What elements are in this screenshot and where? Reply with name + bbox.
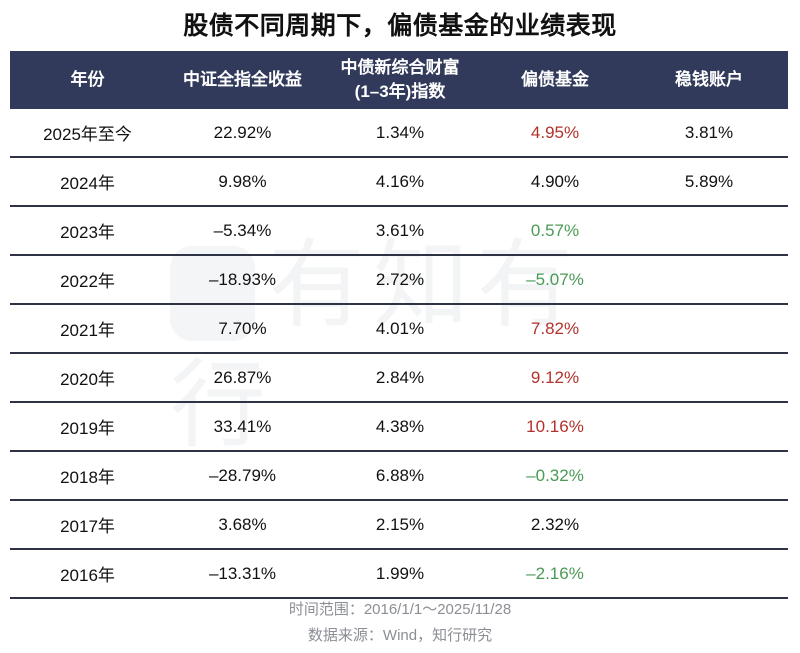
bond-fund-cell: 4.90% bbox=[480, 157, 630, 207]
csi-all-cell: –5.34% bbox=[165, 206, 320, 256]
csi-all-cell: 7.70% bbox=[165, 304, 320, 354]
footer-time-range: 时间范围：2016/1/1～2025/11/28 bbox=[288, 601, 512, 618]
table-row: 2019年 33.41% 4.38% 10.16% bbox=[10, 402, 788, 452]
steady-account-cell bbox=[630, 402, 788, 452]
steady-account-cell: 3.81% bbox=[630, 109, 788, 158]
year-cell: 2024年 bbox=[10, 157, 165, 207]
table-row: 2022年 –18.93% 2.72% –5.07% bbox=[10, 255, 788, 305]
table-row: 2017年 3.68% 2.15% 2.32% bbox=[10, 500, 788, 550]
year-cell: 2025年至今 bbox=[10, 109, 165, 158]
csi-all-cell: –13.31% bbox=[165, 549, 320, 599]
bond-fund-cell: –2.16% bbox=[480, 549, 630, 599]
steady-account-cell bbox=[630, 451, 788, 501]
bond-fund-cell: 10.16% bbox=[480, 402, 630, 452]
steady-account-cell bbox=[630, 206, 788, 256]
steady-account-cell bbox=[630, 353, 788, 403]
page-title: 股债不同周期下，偏债基金的业绩表现 bbox=[183, 12, 617, 40]
cba-bond-cell: 2.72% bbox=[320, 255, 480, 305]
header-year: 年份 bbox=[70, 70, 105, 89]
cba-bond-cell: 4.01% bbox=[320, 304, 480, 354]
cba-bond-cell: 1.34% bbox=[320, 109, 480, 158]
year-cell: 2022年 bbox=[10, 255, 165, 305]
bond-fund-cell: 9.12% bbox=[480, 353, 630, 403]
bond-fund-cell: –5.07% bbox=[480, 255, 630, 305]
year-cell: 2019年 bbox=[10, 402, 165, 452]
year-cell: 2020年 bbox=[10, 353, 165, 403]
bond-fund-cell: –0.32% bbox=[480, 451, 630, 501]
year-cell: 2021年 bbox=[10, 304, 165, 354]
header-csi-all-total-return: 中证全指全收益 bbox=[183, 70, 302, 89]
table-row: 2021年 7.70% 4.01% 7.82% bbox=[10, 304, 788, 354]
cba-bond-cell: 4.38% bbox=[320, 402, 480, 452]
csi-all-cell: 26.87% bbox=[165, 353, 320, 403]
table-row: 2016年 –13.31% 1.99% –2.16% bbox=[10, 549, 788, 599]
bond-fund-cell: 4.95% bbox=[480, 109, 630, 158]
header-cba-line2: (1–3年)指数 bbox=[354, 82, 446, 101]
table-row: 2024年 9.98% 4.16% 4.90% 5.89% bbox=[10, 157, 788, 207]
table-row: 2020年 26.87% 2.84% 9.12% bbox=[10, 353, 788, 403]
year-cell: 2018年 bbox=[10, 451, 165, 501]
year-cell: 2016年 bbox=[10, 549, 165, 599]
csi-all-cell: 33.41% bbox=[165, 402, 320, 452]
cba-bond-cell: 4.16% bbox=[320, 157, 480, 207]
steady-account-cell bbox=[630, 304, 788, 354]
table-row: 2018年 –28.79% 6.88% –0.32% bbox=[10, 451, 788, 501]
performance-table: 年份 中证全指全收益 中债新综合财富 (1–3年)指数 偏债基金 稳钱账户 202… bbox=[10, 51, 788, 599]
bond-fund-cell: 0.57% bbox=[480, 206, 630, 256]
steady-account-cell bbox=[630, 255, 788, 305]
csi-all-cell: 9.98% bbox=[165, 157, 320, 207]
cba-bond-cell: 1.99% bbox=[320, 549, 480, 599]
table-row: 2023年 –5.34% 3.61% 0.57% bbox=[10, 206, 788, 256]
year-cell: 2023年 bbox=[10, 206, 165, 256]
cba-bond-cell: 2.15% bbox=[320, 500, 480, 550]
cba-bond-cell: 3.61% bbox=[320, 206, 480, 256]
csi-all-cell: 3.68% bbox=[165, 500, 320, 550]
year-cell: 2017年 bbox=[10, 500, 165, 550]
csi-all-cell: 22.92% bbox=[165, 109, 320, 158]
header-steady-account: 稳钱账户 bbox=[675, 70, 743, 89]
header-bond-fund: 偏债基金 bbox=[521, 70, 589, 89]
bond-fund-cell: 2.32% bbox=[480, 500, 630, 550]
header-cba-bond-index: 中债新综合财富 (1–3年)指数 bbox=[320, 51, 480, 109]
steady-account-cell bbox=[630, 500, 788, 550]
csi-all-cell: –28.79% bbox=[165, 451, 320, 501]
csi-all-cell: –18.93% bbox=[165, 255, 320, 305]
table-header-row: 年份 中证全指全收益 中债新综合财富 (1–3年)指数 偏债基金 稳钱账户 bbox=[10, 51, 788, 109]
cba-bond-cell: 2.84% bbox=[320, 353, 480, 403]
footer-data-source: 数据来源：Wind，知行研究 bbox=[307, 627, 493, 644]
cba-bond-cell: 6.88% bbox=[320, 451, 480, 501]
table-row: 2025年至今 22.92% 1.34% 4.95% 3.81% bbox=[10, 109, 788, 158]
steady-account-cell: 5.89% bbox=[630, 157, 788, 207]
bond-fund-cell: 7.82% bbox=[480, 304, 630, 354]
header-cba-line1: 中债新综合财富 bbox=[340, 58, 460, 77]
steady-account-cell bbox=[630, 549, 788, 599]
